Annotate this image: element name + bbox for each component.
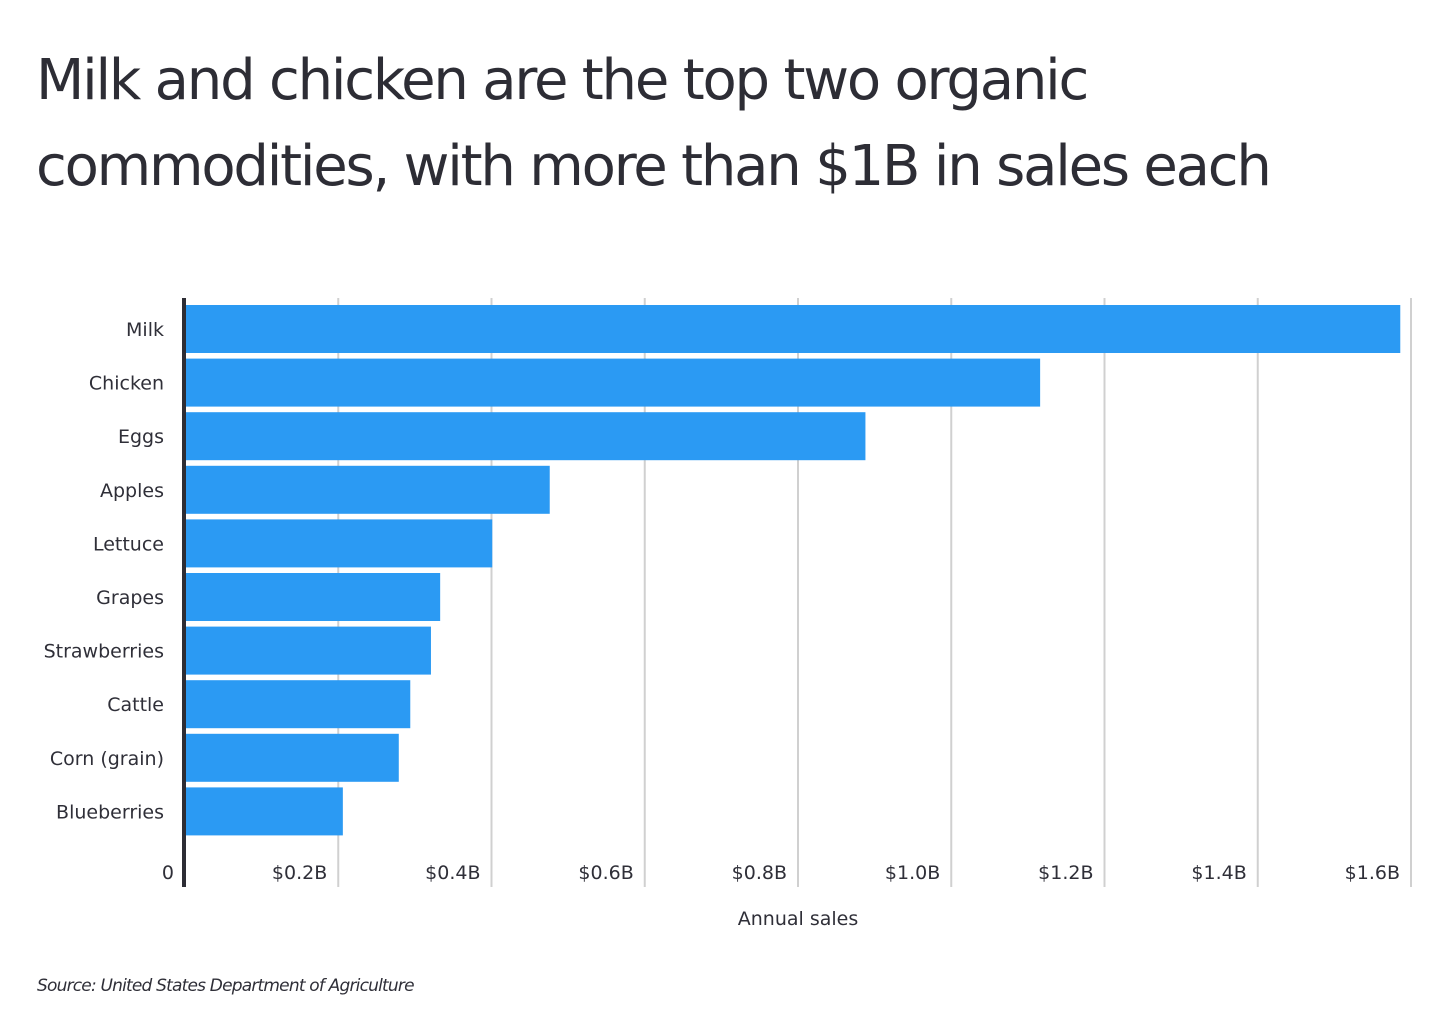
x-tick-label: $0.2B: [272, 862, 327, 884]
chart-title: Milk and chicken are the top two organic…: [36, 48, 1272, 199]
bar-apples: [185, 465, 550, 514]
y-category-label: Strawberries: [44, 641, 164, 663]
bar-grapes: [185, 573, 441, 621]
y-category-label: Apples: [100, 480, 164, 502]
source-note: Source: United States Department of Agri…: [37, 976, 415, 996]
y-category-label: Chicken: [89, 373, 164, 395]
x-tick-label: $1.6B: [1345, 862, 1400, 884]
y-category-label: Lettuce: [93, 533, 164, 555]
y-category-label: Cattle: [107, 694, 164, 716]
bar-blueberries: [185, 787, 343, 836]
bar-milk: [185, 305, 1401, 353]
bar-corn-grain: [185, 733, 399, 782]
y-category-label: Milk: [126, 319, 164, 341]
bar-chicken: [185, 358, 1041, 407]
y-category-label: Corn (grain): [50, 748, 164, 770]
x-tick-label: $1.0B: [885, 862, 940, 884]
x-tick-label: 0: [162, 862, 174, 884]
x-tick-label: $1.4B: [1191, 862, 1246, 884]
bar-strawberries: [185, 626, 431, 675]
x-tick-label: $0.8B: [732, 862, 787, 884]
bar-lettuce: [185, 519, 493, 568]
x-tick-label: $0.4B: [425, 862, 480, 884]
y-category-label: Grapes: [96, 587, 164, 609]
y-category-label: Eggs: [118, 426, 164, 448]
x-axis-label: Annual sales: [738, 908, 859, 930]
x-tick-label: $1.2B: [1038, 862, 1093, 884]
y-category-label: Blueberries: [56, 801, 164, 823]
x-tick-label: $0.6B: [578, 862, 633, 884]
bar-cattle: [185, 680, 411, 729]
bar-eggs: [185, 412, 866, 461]
